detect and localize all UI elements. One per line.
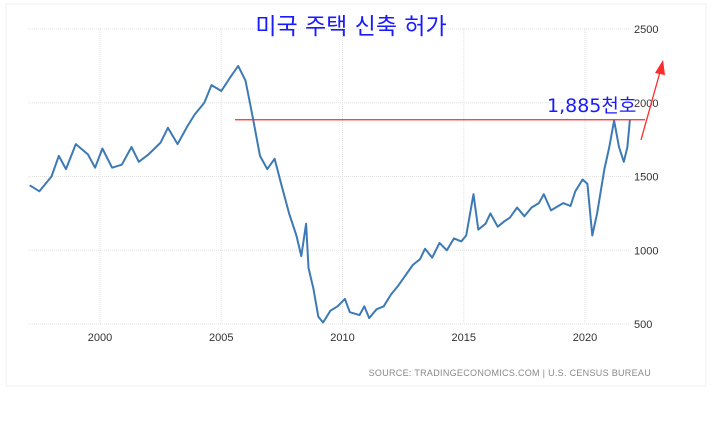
x-tick-label: 2015 [452,332,476,344]
y-tick-label: 1000 [634,245,658,257]
x-tick-label: 2005 [209,332,233,344]
y-tick-label: 500 [634,319,652,331]
y-tick-label: 2500 [634,24,658,36]
trend-arrow-icon [640,60,665,141]
x-axis: 2000 2005 2010 2015 2020 [88,332,597,344]
x-tick-label: 2020 [573,332,597,344]
grid [28,28,630,325]
x-tick-label: 2010 [330,332,354,344]
x-tick-label: 2000 [88,332,112,344]
chart-title: 미국 주택 신축 허가 [255,14,446,40]
source-text: SOURCE: TRADINGECONOMICS.COM | U.S. CENS… [369,368,651,378]
y-tick-label: 1500 [634,172,658,184]
series-line [29,64,631,324]
reference-label: 1,885천호 [547,95,636,117]
y-tick-label: 2000 [634,98,658,110]
